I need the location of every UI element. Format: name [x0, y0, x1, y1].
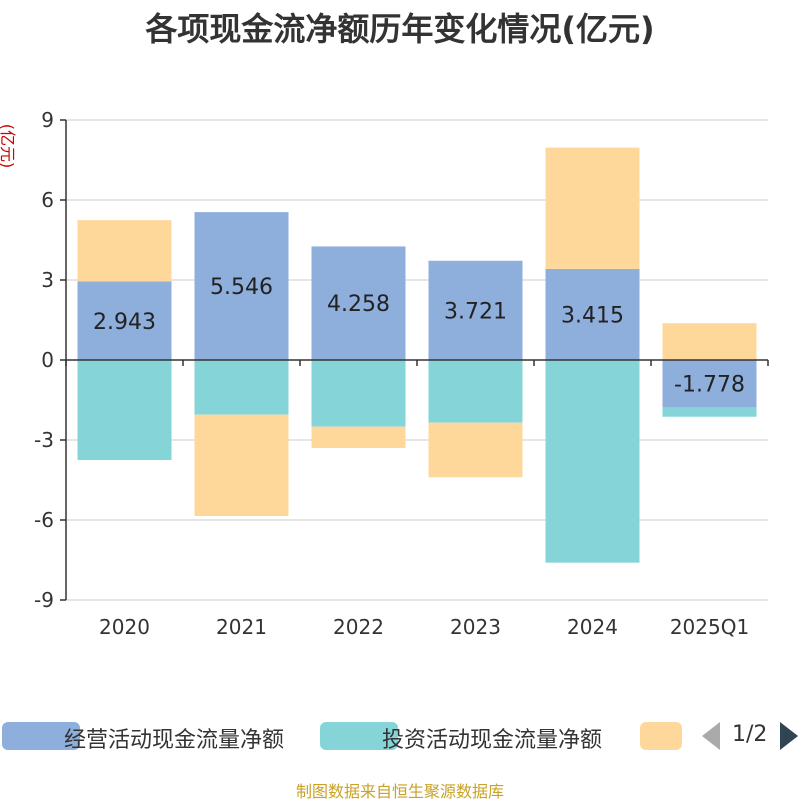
bar-investing-2020: [77, 360, 172, 460]
legend-item-financing[interactable]: [640, 720, 685, 750]
bar-investing-2024: [545, 360, 640, 563]
y-tick-label: -9: [34, 588, 54, 612]
bar-operating-2022: [311, 246, 406, 360]
bar-financing-2022: [311, 426, 406, 448]
legend-swatch-operating: [2, 722, 80, 750]
legend-label-operating: 经营活动现金流量净额: [64, 728, 285, 753]
x-tick-label-2022: 2022: [333, 615, 384, 639]
y-tick-label: 6: [41, 188, 54, 212]
x-tick-label-2024: 2024: [567, 615, 618, 639]
y-tick-label: 0: [41, 348, 54, 372]
y-tick-label: -3: [34, 428, 54, 452]
legend: 经营活动现金流量净额 投资活动现金流量净额 1/2: [0, 716, 800, 756]
x-tick-label-2021: 2021: [216, 615, 267, 639]
bar-investing-2023: [428, 360, 523, 423]
legend-swatch-financing: [640, 722, 682, 750]
bar-operating-2023: [428, 260, 523, 360]
bar-operating-2025Q1: [662, 360, 757, 408]
legend-swatch-investing: [320, 722, 398, 750]
legend-item-investing[interactable]: 投资活动现金流量净额: [320, 720, 630, 753]
bar-operating-2024: [545, 268, 640, 360]
y-tick-label: 3: [41, 268, 54, 292]
bar-financing-2020: [77, 220, 172, 282]
bar-financing-2023: [428, 422, 523, 478]
data-label-2021: 5.546: [210, 275, 273, 300]
legend-label-investing: 投资活动现金流量净额: [382, 728, 603, 753]
bar-operating-2020: [77, 281, 172, 360]
legend-item-operating[interactable]: 经营活动现金流量净额: [2, 720, 302, 753]
bar-investing-2025Q1: [662, 407, 757, 417]
legend-pager: 1/2: [700, 720, 800, 750]
legend-prev-page-icon[interactable]: [702, 722, 720, 750]
bar-financing-2024: [545, 147, 640, 269]
chart-title: 各项现金流净额历年变化情况(亿元): [145, 10, 655, 48]
bar-operating-2021: [194, 212, 289, 360]
x-tick-label-2023: 2023: [450, 615, 501, 639]
bar-financing-2021: [194, 414, 289, 516]
data-label-2022: 4.258: [327, 292, 390, 317]
bar-investing-2021: [194, 360, 289, 415]
data-label-2020: 2.943: [93, 310, 156, 335]
bar-financing-2025Q1: [662, 323, 757, 360]
data-label-2024: 3.415: [561, 303, 624, 328]
x-tick-label-2020: 2020: [99, 615, 150, 639]
data-label-2025Q1: -1.778: [674, 373, 745, 398]
source-note: 制图数据来自恒生聚源数据库: [295, 782, 504, 801]
data-label-2023: 3.721: [444, 299, 507, 324]
legend-next-page-icon[interactable]: [780, 722, 798, 750]
x-tick-label-2025Q1: 2025Q1: [670, 615, 749, 639]
y-tick-label: -6: [34, 508, 54, 532]
bar-investing-2022: [311, 360, 406, 427]
chart-plot: 2.943 5.546 4.258 3.721 3.415 -1.778 9 6 3 0 -3 -6 -…: [0, 108, 769, 639]
y-tick-label: 9: [41, 108, 54, 132]
legend-page-indicator: 1/2: [732, 722, 768, 747]
y-axis-unit-label: (亿元): [0, 124, 17, 169]
